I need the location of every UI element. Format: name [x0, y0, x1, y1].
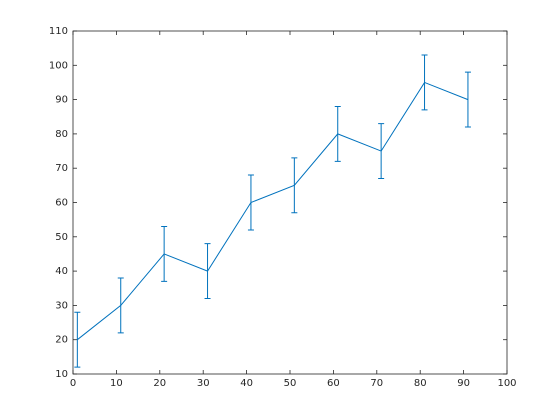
error-bar	[74, 311, 81, 368]
y-tick-label: 20	[55, 335, 68, 346]
y-tick-label: 100	[49, 60, 68, 71]
x-tick-label: 20	[153, 378, 166, 389]
error-bar	[334, 105, 341, 162]
x-tick-label: 50	[284, 378, 297, 389]
x-tick-label: 40	[240, 378, 253, 389]
data-line	[77, 81, 469, 341]
y-tick-label: 110	[49, 26, 68, 37]
error-bar	[117, 277, 124, 334]
y-tick-label: 90	[55, 95, 68, 106]
error-bar	[378, 123, 385, 179]
x-tick-label: 0	[70, 378, 76, 389]
y-tick-label: 30	[55, 300, 68, 311]
x-tick-label: 90	[457, 378, 470, 389]
error-bar	[291, 157, 298, 214]
y-tick-label: 50	[55, 232, 68, 243]
x-tick-label: 80	[414, 378, 427, 389]
error-bar	[464, 71, 471, 128]
x-tick-label: 60	[327, 378, 340, 389]
x-tick-label: 70	[370, 378, 383, 389]
y-tick-label: 60	[55, 198, 68, 209]
y-tick-label: 10	[55, 369, 68, 380]
x-tick-label: 10	[110, 378, 123, 389]
y-tick-label: 40	[55, 266, 68, 277]
x-tick-label: 100	[497, 378, 516, 389]
error-bar	[161, 226, 168, 282]
error-bar	[204, 243, 211, 300]
error-bar	[421, 54, 428, 111]
x-tick-label: 30	[197, 378, 210, 389]
y-tick-label: 80	[55, 129, 68, 140]
error-bar	[247, 174, 254, 231]
y-tick-label: 70	[55, 163, 68, 174]
plot-frame	[72, 30, 508, 375]
